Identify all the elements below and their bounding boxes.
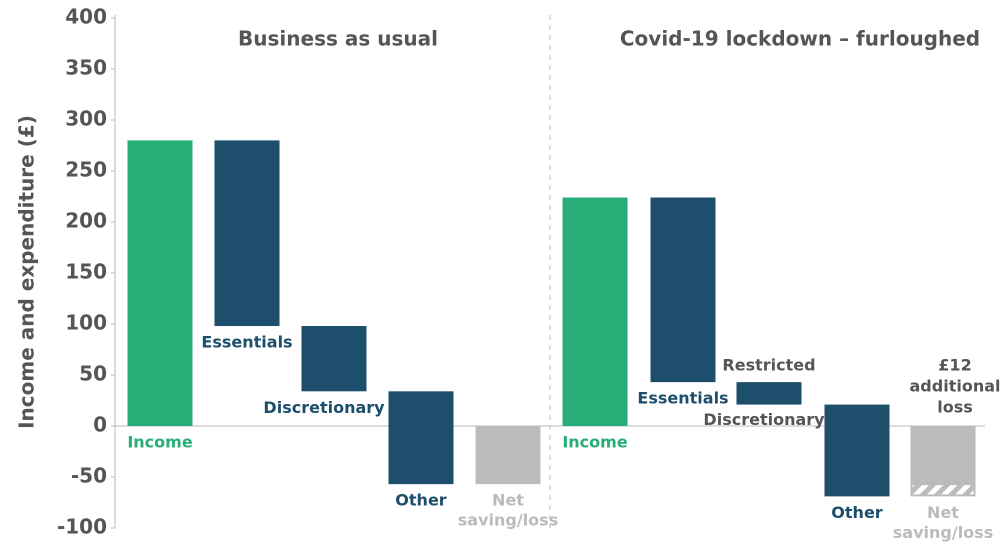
y-tick-label: 150 [65, 260, 107, 284]
y-tick-label: -50 [71, 464, 107, 488]
annotation: additional [910, 377, 1001, 396]
category-label: saving/loss [893, 523, 993, 542]
y-tick-label: -100 [57, 515, 107, 539]
y-tick-label: 300 [65, 107, 107, 131]
category-label: Other [395, 491, 446, 510]
category-label: saving/loss [458, 511, 558, 530]
y-tick-label: 100 [65, 311, 107, 335]
bar [475, 426, 541, 485]
bar [824, 404, 890, 497]
category-label: Income [562, 433, 627, 452]
bar [562, 197, 628, 426]
category-label: Net [492, 491, 524, 510]
hatched-segment [910, 483, 976, 497]
y-tick-label: 0 [93, 413, 107, 437]
y-tick-label: 50 [79, 362, 107, 386]
category-label: Net [927, 503, 959, 522]
category-label: Discretionary [263, 398, 385, 417]
y-tick-label: 350 [65, 56, 107, 80]
category-label: Essentials [201, 333, 292, 352]
bar [650, 197, 716, 383]
category-label: Essentials [637, 389, 728, 408]
y-tick-label: 250 [65, 158, 107, 182]
bar [127, 140, 193, 426]
bar [736, 382, 802, 405]
bar [301, 326, 367, 392]
panel-title: Business as usual [238, 27, 438, 51]
annotation: loss [937, 398, 973, 417]
category-label: Restricted [722, 356, 815, 375]
category-label: Other [831, 503, 882, 522]
category-label: Discretionary [703, 410, 825, 429]
y-axis-title: Income and expenditure (£) [15, 115, 39, 429]
annotation: £12 [938, 356, 971, 375]
panel-title: Covid-19 lockdown – furloughed [620, 27, 980, 51]
y-tick-label: 200 [65, 209, 107, 233]
bar [214, 140, 280, 327]
bar [910, 426, 976, 485]
category-label: Income [127, 433, 192, 452]
y-tick-label: 400 [65, 5, 107, 29]
bar [388, 391, 454, 485]
